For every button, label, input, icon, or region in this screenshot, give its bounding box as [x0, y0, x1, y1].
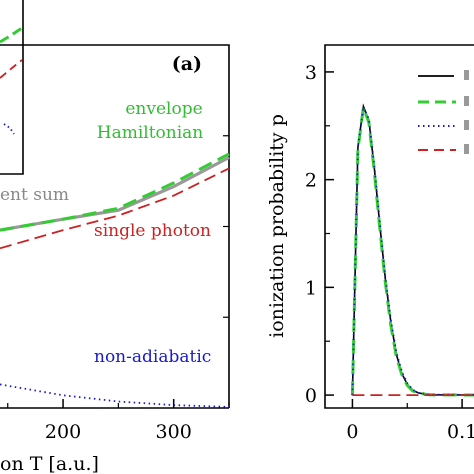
panel-a: (a) 200 300 envelope Hamiltonian ent sum … — [0, 0, 230, 474]
panel-a-xlabel-text: on T [a.u.] — [0, 453, 99, 474]
inset-blue-curve — [3, 123, 15, 135]
panel-a-series-single-photon — [0, 167, 230, 250]
panel-b-ytick-label: 0 — [305, 385, 317, 407]
legend-cut-2 — [464, 96, 469, 106]
panel-a-xlabel: on T [a.u.] — [0, 453, 99, 474]
annotation-non-adiabatic: non-adiabatic — [94, 347, 211, 367]
panel-b: 0 1 2 3 0 0.1 ionization probability p — [266, 44, 474, 443]
panel-a-frame — [0, 44, 230, 408]
panel-b-frame — [324, 44, 474, 409]
legend-cut-3 — [464, 120, 469, 130]
inset-green-curve — [0, 26, 23, 44]
panel-b-series-1 — [350, 106, 474, 397]
panel-b-xtick-label: 0 — [346, 421, 358, 443]
panel-a-series-envelope-Hamiltonian — [0, 152, 230, 232]
annotation-envelope: envelope — [125, 99, 202, 119]
panel-a-series — [0, 152, 230, 408]
inset-frame — [0, 0, 24, 175]
annotation-ent-sum: ent sum — [0, 185, 69, 205]
panel-b-xtick-label: 0.1 — [447, 421, 474, 443]
panel-a-series-non-adiabatic — [0, 383, 230, 408]
panel-b-ticks: 0 1 2 3 0 0.1 — [305, 62, 474, 443]
panel-a-label: (a) — [172, 53, 202, 75]
inset-curves — [0, 26, 23, 135]
panel-b-ytick-label: 3 — [305, 62, 317, 84]
panel-b-series — [350, 103, 474, 397]
panel-b-ytick-label: 1 — [305, 277, 317, 299]
inset-red-curve — [0, 59, 23, 79]
legend-cut-4 — [464, 144, 469, 154]
panel-a-ticks: 200 300 — [7, 135, 230, 443]
panel-a-xtick-label: 300 — [156, 421, 192, 443]
annotation-single-photon: single photon — [94, 221, 211, 241]
annotation-hamiltonian: Hamiltonian — [97, 123, 204, 143]
legend — [418, 70, 469, 154]
panel-b-ylabel: ionization probability p — [266, 114, 288, 338]
panel-b-ytick-label: 2 — [305, 170, 317, 192]
panel-a-xtick-label: 200 — [45, 421, 81, 443]
legend-cut-1 — [464, 70, 469, 80]
